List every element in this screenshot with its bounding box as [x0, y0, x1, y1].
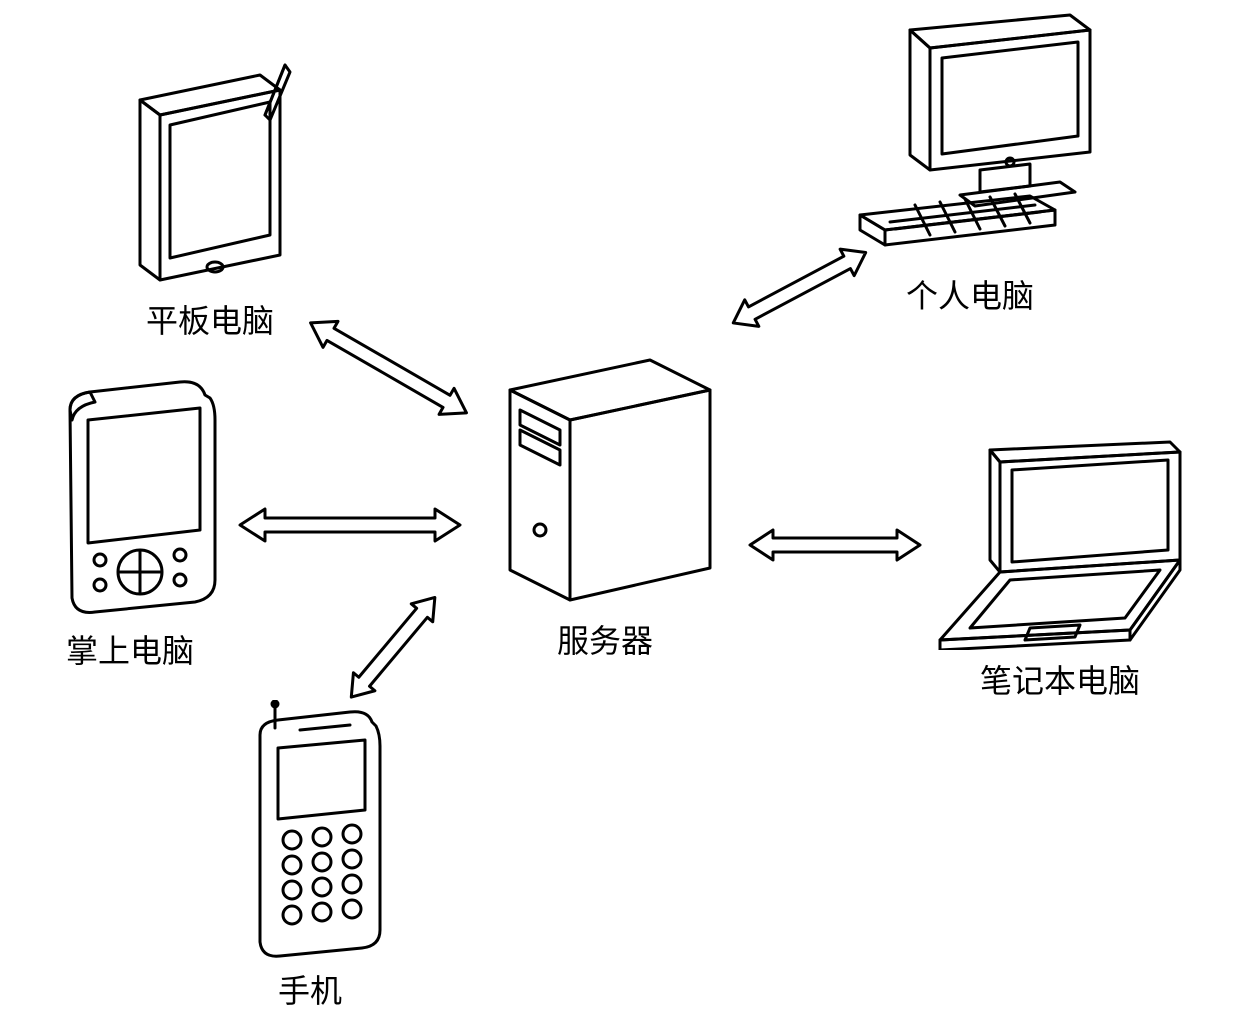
- node-server-label: 服务器: [480, 616, 730, 662]
- desktop-computer-icon: [820, 10, 1120, 265]
- tablet-icon: [110, 60, 310, 290]
- laptop-icon: [920, 440, 1200, 650]
- node-laptop-label: 笔记本电脑: [920, 656, 1200, 702]
- node-laptop: 笔记本电脑: [920, 440, 1200, 702]
- mobile-phone-icon: [230, 700, 390, 960]
- edge-phone-server: [333, 581, 457, 717]
- node-server: 服务器: [480, 330, 730, 662]
- node-tablet: 平板电脑: [110, 60, 310, 342]
- node-phone-label: 手机: [230, 966, 390, 1012]
- node-pda-label: 掌上电脑: [40, 626, 220, 672]
- edge-tablet-server: [294, 303, 481, 437]
- edge-laptop-server: [745, 525, 925, 570]
- edge-pda-server: [235, 505, 465, 550]
- node-phone: 手机: [230, 700, 390, 1012]
- network-diagram: 服务器 平板电脑: [0, 0, 1240, 1011]
- pda-icon: [40, 380, 220, 620]
- node-tablet-label: 平板电脑: [110, 296, 310, 342]
- server-icon: [480, 330, 730, 610]
- node-pda: 掌上电脑: [40, 380, 220, 672]
